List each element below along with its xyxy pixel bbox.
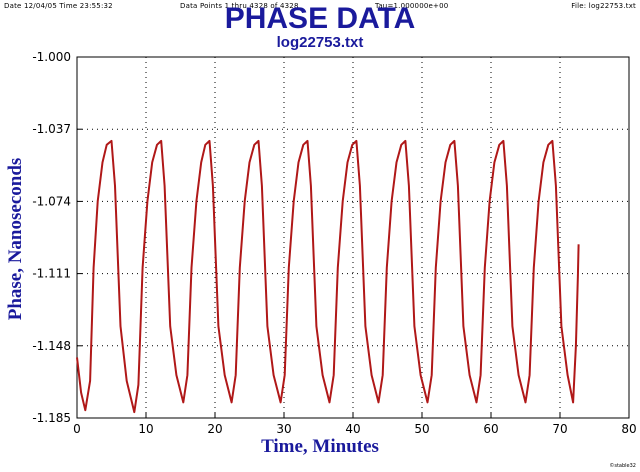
y-tick-label: -1.148 [32,339,71,353]
axis-ticks: 0 10 20 30 40 50 60 70 80 -1.000 -1.037 -1.074 -1.11… [32,50,636,436]
x-tick-label: 0 [73,422,81,436]
footer-mark: ©stable32 [609,463,636,469]
chart-title: PHASE DATA [224,2,416,35]
x-axis-label: Time, Minutes [261,436,379,457]
x-tick-label: 40 [345,422,360,436]
x-tick-label: 70 [552,422,567,436]
header-file: File: log22753.txt [571,2,636,10]
y-tick-label: -1.000 [32,50,71,64]
y-tick-label: -1.074 [32,194,71,208]
x-tick-label: 60 [483,422,498,436]
x-tick-label: 50 [414,422,429,436]
header-date-time: Date 12/04/05 Time 23:55:32 [4,2,113,10]
y-tick-label: -1.185 [32,411,71,425]
x-tick-label: 20 [207,422,222,436]
header-data-points: Data Points 1 thru 4328 of 4328 [180,2,299,10]
y-tick-label: -1.111 [32,267,71,281]
x-tick-label: 10 [138,422,153,436]
x-tick-label: 80 [621,422,636,436]
header-tau: Tau=1.000000e+00 [375,2,449,10]
y-tick-label: -1.037 [32,122,71,136]
chart-subtitle: log22753.txt [276,34,364,51]
y-axis-label: Phase, Nanoseconds [5,157,26,321]
x-tick-label: 30 [276,422,291,436]
grid [77,57,629,418]
phase-series-line [76,139,580,414]
